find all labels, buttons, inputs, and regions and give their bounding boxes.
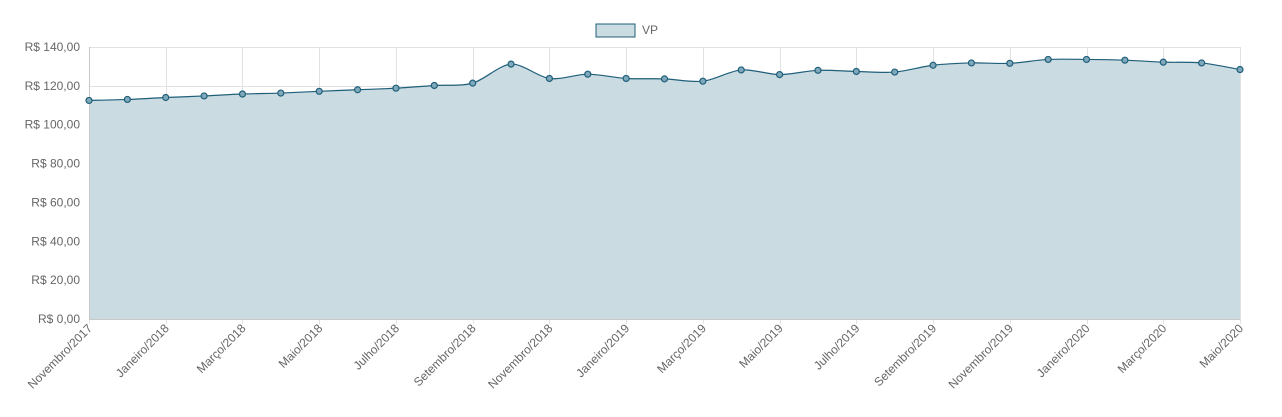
y-axis-ticks: R$ 0,00 R$ 20,00 R$ 40,00 R$ 60,00 R$ 80,00 R… [25, 40, 81, 326]
x-tick-label-1: Janeiro/2018 [113, 321, 172, 380]
data-point-4[interactable] [238, 90, 247, 98]
data-point-9[interactable] [430, 81, 438, 90]
data-point-13[interactable] [584, 70, 592, 78]
y-tick-label-5: R$ 100,00 [25, 118, 81, 132]
legend-swatch-vp[interactable] [595, 23, 636, 38]
data-point-24[interactable] [1006, 59, 1014, 67]
data-point-18[interactable] [775, 70, 784, 79]
data-point-30[interactable] [1236, 65, 1244, 74]
x-tick-label-3: Maio/2018 [276, 321, 326, 371]
x-axis-ticks: Novembro/2017 Janeiro/2018 Março/2018 Maio/… [25, 321, 1247, 392]
data-point-10[interactable] [469, 79, 477, 87]
data-point-20[interactable] [852, 67, 860, 76]
x-tick-label-5: Setembro/2018 [411, 321, 479, 389]
x-tick-label-4: Julho/2018 [351, 321, 403, 373]
data-point-22[interactable] [929, 61, 937, 69]
data-point-26[interactable] [1082, 55, 1091, 64]
x-tick-label-13: Janeiro/2020 [1034, 321, 1093, 380]
data-point-19[interactable] [814, 66, 822, 74]
x-tick-label-12: Novembro/2019 [946, 321, 1017, 392]
data-point-27[interactable] [1121, 56, 1129, 64]
data-points [85, 55, 1244, 105]
x-tick-label-2: Março/2018 [194, 321, 249, 376]
y-tick-label-4: R$ 80,00 [31, 157, 80, 171]
x-tick-label-8: Março/2019 [654, 321, 709, 376]
data-point-11[interactable] [507, 60, 515, 68]
data-point-28[interactable] [1159, 58, 1167, 66]
series-area-fill-vp [89, 59, 1240, 319]
x-tick-label-14: Março/2020 [1115, 321, 1170, 376]
legend-label-vp[interactable]: VP [642, 23, 658, 37]
data-point-29[interactable] [1198, 59, 1206, 67]
data-point-23[interactable] [967, 59, 976, 67]
y-tick-label-6: R$ 120,00 [25, 79, 81, 93]
data-point-5[interactable] [277, 89, 285, 97]
legend: VP [595, 23, 658, 38]
data-point-7[interactable] [353, 86, 362, 94]
x-tick-label-10: Julho/2019 [811, 321, 863, 373]
data-point-16[interactable] [699, 77, 707, 85]
x-tick-label-15: Maio/2020 [1197, 321, 1247, 371]
data-point-15[interactable] [660, 75, 669, 83]
y-tick-label-3: R$ 60,00 [31, 195, 80, 209]
y-tick-label-0: R$ 0,00 [38, 312, 80, 326]
data-point-3[interactable] [200, 92, 208, 100]
data-point-21[interactable] [891, 68, 899, 76]
y-tick-label-2: R$ 40,00 [31, 234, 80, 248]
axes [89, 47, 1240, 320]
data-point-6[interactable] [315, 87, 323, 95]
data-point-12[interactable] [545, 74, 554, 83]
data-point-14[interactable] [622, 74, 630, 83]
data-point-25[interactable] [1044, 55, 1052, 64]
data-point-17[interactable] [737, 66, 745, 74]
data-point-1[interactable] [123, 95, 131, 104]
x-tick-label-0: Novembro/2017 [25, 321, 96, 392]
data-point-0[interactable] [85, 96, 93, 105]
data-point-8[interactable] [392, 84, 400, 92]
x-tick-label-11: Setembro/2019 [871, 321, 939, 389]
x-tick-label-7: Janeiro/2019 [573, 321, 632, 380]
data-point-2[interactable] [162, 93, 170, 102]
y-tick-label-7: R$ 140,00 [25, 40, 81, 54]
x-tick-label-9: Maio/2019 [736, 321, 786, 371]
y-tick-label-1: R$ 20,00 [31, 273, 80, 287]
series-area [88, 58, 1241, 319]
x-tick-label-6: Novembro/2018 [485, 321, 556, 392]
